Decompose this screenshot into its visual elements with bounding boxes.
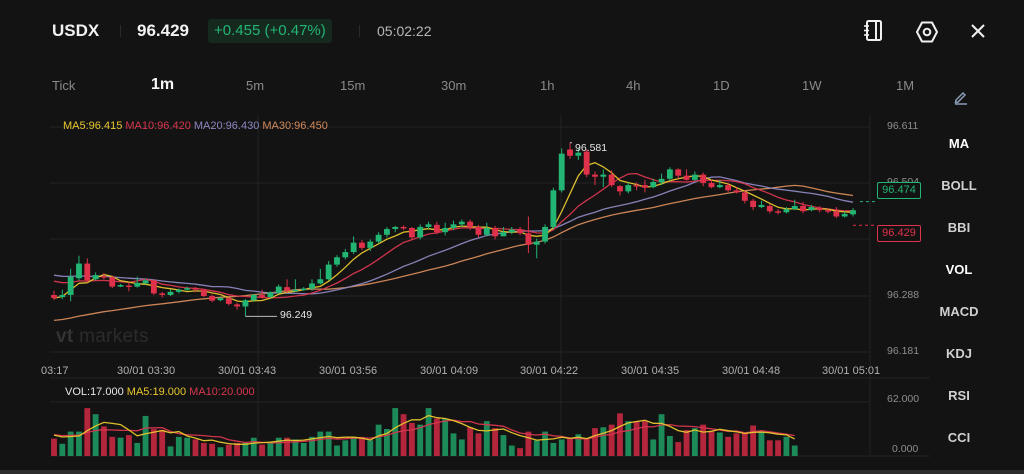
tab-1d[interactable]: 1D: [713, 78, 730, 93]
close-icon[interactable]: [969, 22, 987, 40]
vol-ma10-value: MA10:20.000: [189, 386, 255, 398]
settings-hex-icon[interactable]: [915, 20, 939, 44]
x-axis-label: 30/01 03:56: [319, 365, 378, 377]
y-axis-label: 0.000: [892, 443, 919, 455]
price-change-badge: +0.455 (+0.47%): [208, 19, 332, 43]
tab-tick[interactable]: Tick: [52, 78, 76, 93]
y-axis-label: 62.000: [887, 393, 920, 405]
ma10-value: MA10:96.420: [125, 120, 191, 132]
y-axis-label: 96.288: [887, 289, 920, 301]
indicator-boll[interactable]: BOLL: [941, 178, 977, 193]
current-price: 96.429: [137, 21, 189, 40]
reference-price-tag: 96.474: [877, 182, 921, 199]
symbol-name: USDX: [52, 21, 100, 40]
ma5-value: MA5:96.415: [63, 120, 123, 132]
indicator-ma[interactable]: MA: [948, 136, 970, 151]
current-price-tag: 96.429: [877, 225, 921, 242]
notebook-icon[interactable]: [863, 19, 885, 43]
tab-15m[interactable]: 15m: [340, 78, 366, 93]
high-annotation: 96.581: [575, 142, 608, 154]
x-axis-label: 03:17: [41, 365, 69, 377]
indicator-kdj[interactable]: KDJ: [945, 346, 972, 361]
clock-time: 05:02:22: [377, 23, 432, 39]
ma20-value: MA20:96.430: [193, 120, 260, 132]
y-axis-label: 96.611: [887, 120, 919, 132]
ma30-value: MA30:96.450: [262, 120, 328, 132]
tab-4h[interactable]: 4h: [626, 78, 641, 93]
bottom-edge: [0, 470, 1024, 474]
indicator-bbi[interactable]: BBI: [947, 220, 971, 235]
tab-5m[interactable]: 5m: [246, 78, 265, 93]
x-axis-label: 30/01 04:35: [621, 365, 680, 377]
tab-1m[interactable]: 1m: [151, 76, 175, 93]
x-axis-label: 30/01 04:22: [520, 365, 579, 377]
x-axis-label: 30/01 04:09: [420, 365, 479, 377]
low-annotation: 96.249: [280, 309, 313, 321]
x-axis-label: 30/01 03:43: [218, 365, 277, 377]
tab-1h[interactable]: 1h: [540, 78, 555, 93]
ma-legend: MA5:96.415 MA10:96.420 MA20:96.430 MA30:…: [63, 120, 328, 132]
x-axis-label: 30/01 03:30: [117, 365, 176, 377]
indicator-macd[interactable]: MACD: [939, 304, 979, 319]
divider: [120, 25, 121, 37]
x-axis-label: 30/01 05:01: [822, 365, 881, 377]
tab-1m[interactable]: 1M: [896, 78, 915, 93]
tab-1w[interactable]: 1W: [802, 78, 822, 93]
indicator-vol[interactable]: VOL: [945, 262, 973, 277]
vt-markets-watermark: vt markets: [56, 326, 149, 347]
vol-value: VOL:17.000: [65, 386, 124, 398]
y-axis-label: 96.181: [887, 345, 920, 357]
indicator-rsi[interactable]: RSI: [948, 388, 970, 403]
divider: [359, 25, 360, 37]
volume-legend: VOL:17.000 MA5:19.000 MA10:20.000: [65, 386, 255, 398]
tab-30m[interactable]: 30m: [441, 78, 467, 93]
vol-ma5-value: MA5:19.000: [126, 386, 187, 398]
draw-pencil-icon[interactable]: [952, 88, 970, 106]
indicator-cci[interactable]: CCI: [947, 430, 971, 445]
x-axis-label: 30/01 04:48: [722, 365, 781, 377]
